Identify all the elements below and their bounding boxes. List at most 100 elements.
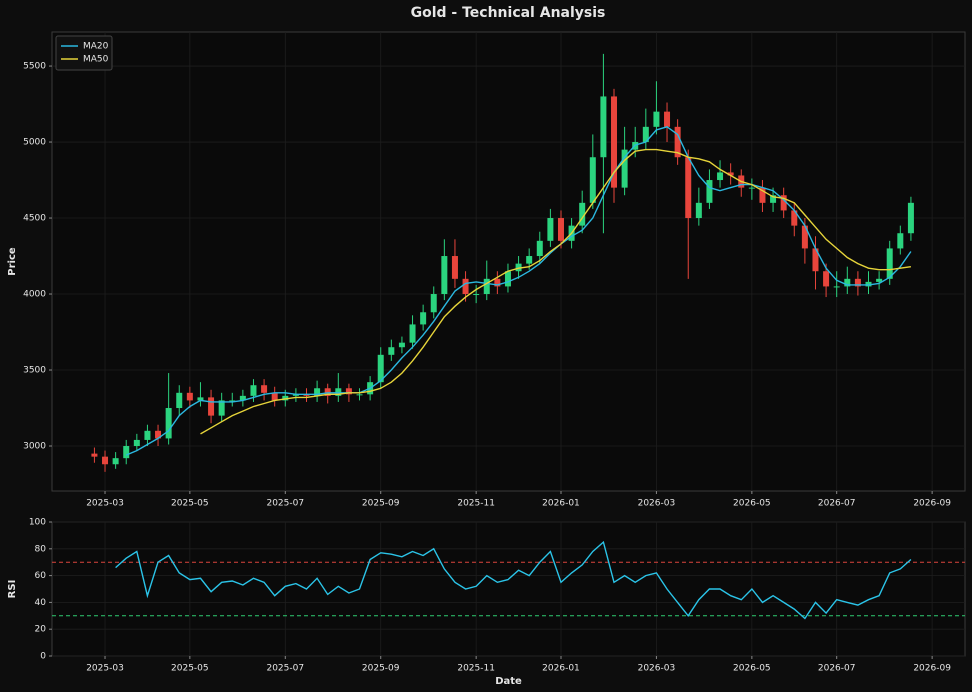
y-tick-label: 20 — [35, 625, 47, 635]
legend-box — [55, 35, 113, 71]
candle-body — [770, 195, 777, 203]
candle-body — [271, 392, 278, 401]
candle-body — [611, 96, 618, 188]
candle-body — [823, 271, 830, 287]
candle-body — [759, 187, 766, 203]
x-tick-label: 2026-01 — [542, 664, 580, 674]
candle-body — [695, 202, 702, 219]
candle-body — [876, 278, 883, 282]
x-tick-label: 2025-03 — [86, 664, 124, 674]
candle-body — [324, 388, 331, 396]
candle-body — [155, 430, 162, 439]
y-tick-label: 3000 — [23, 442, 46, 452]
x-tick-label: 2025-05 — [171, 664, 209, 674]
candle-body — [335, 388, 342, 396]
ma-line — [125, 126, 912, 456]
candle-body — [515, 263, 522, 272]
x-tick-label: 2025-03 — [86, 499, 124, 509]
candle-body — [441, 256, 448, 295]
candle-body — [314, 388, 321, 396]
x-axis-label: Date — [495, 676, 522, 687]
candle-body — [494, 278, 501, 287]
candle-body — [356, 394, 363, 396]
candle-body — [462, 278, 469, 295]
candle-body — [886, 248, 893, 279]
candle-body — [664, 111, 671, 127]
candle-body — [218, 400, 225, 416]
candle-body — [589, 157, 596, 203]
legend-label: MA50 — [83, 55, 109, 65]
candle-body — [186, 392, 193, 401]
candle-body — [345, 388, 352, 395]
x-tick-label: 2025-09 — [362, 664, 400, 674]
candle-body — [261, 385, 268, 393]
candle-body — [504, 271, 511, 287]
candle-body — [451, 256, 458, 279]
y-tick-label: 3500 — [23, 366, 46, 376]
candle-body — [780, 195, 787, 211]
y-tick-label: 5500 — [23, 62, 46, 72]
candle-body — [844, 278, 851, 287]
candle-body — [727, 172, 734, 176]
y-tick-label: 60 — [35, 571, 47, 581]
plot-area — [51, 521, 966, 657]
candle-body — [600, 96, 607, 158]
candle-body — [409, 324, 416, 343]
candle-body — [536, 240, 543, 257]
x-tick-label: 2026-01 — [542, 499, 580, 509]
candle-body — [176, 392, 183, 409]
candle-body — [526, 256, 533, 264]
candle-body — [907, 202, 914, 234]
candle-body — [388, 347, 395, 355]
candle-body — [144, 430, 151, 440]
candle-body — [239, 395, 246, 401]
y-axis-label: Price — [7, 247, 18, 276]
x-tick-label: 2025-05 — [171, 499, 209, 509]
y-axis-label: RSI — [7, 580, 18, 599]
x-tick-label: 2025-07 — [266, 664, 304, 674]
candle-body — [133, 439, 140, 447]
candle-body — [748, 187, 755, 189]
x-tick-label: 2026-05 — [733, 664, 771, 674]
candle-body — [674, 126, 681, 158]
x-tick-label: 2025-09 — [362, 499, 400, 509]
candle-body — [123, 446, 130, 459]
candle-body — [865, 281, 872, 287]
candle-body — [91, 453, 98, 457]
chart-title: Gold - Technical Analysis — [411, 5, 606, 21]
y-tick-label: 5000 — [23, 138, 46, 148]
candle-body — [208, 397, 215, 416]
x-tick-label: 2026-09 — [913, 499, 951, 509]
candle-body — [791, 210, 798, 226]
x-tick-label: 2026-09 — [913, 664, 951, 674]
x-tick-label: 2026-03 — [638, 664, 676, 674]
candle-body — [282, 395, 289, 401]
candle-body — [197, 397, 204, 401]
candle-body — [557, 218, 564, 241]
x-tick-label: 2026-07 — [818, 664, 856, 674]
candle-body — [102, 456, 109, 465]
candle-body — [579, 202, 586, 226]
x-tick-label: 2025-07 — [266, 499, 304, 509]
candle-body — [420, 312, 427, 325]
candle-body — [717, 172, 724, 181]
candle-body — [112, 458, 119, 465]
candle-body — [229, 400, 236, 402]
candle-body — [854, 278, 861, 287]
candle-body — [897, 233, 904, 249]
candle-body — [250, 385, 257, 396]
plot-area — [51, 31, 966, 492]
x-tick-label: 2026-07 — [818, 499, 856, 509]
candle-body — [706, 180, 713, 203]
candle-body — [483, 278, 490, 295]
candle-body — [547, 218, 554, 241]
x-tick-label: 2025-11 — [457, 664, 495, 674]
y-tick-label: 4000 — [23, 290, 46, 300]
y-tick-label: 0 — [40, 652, 46, 662]
x-tick-label: 2026-05 — [733, 499, 771, 509]
candle-body — [685, 157, 692, 219]
ma-line — [200, 148, 911, 435]
legend-label: MA20 — [83, 42, 109, 52]
y-tick-label: 100 — [29, 518, 46, 528]
